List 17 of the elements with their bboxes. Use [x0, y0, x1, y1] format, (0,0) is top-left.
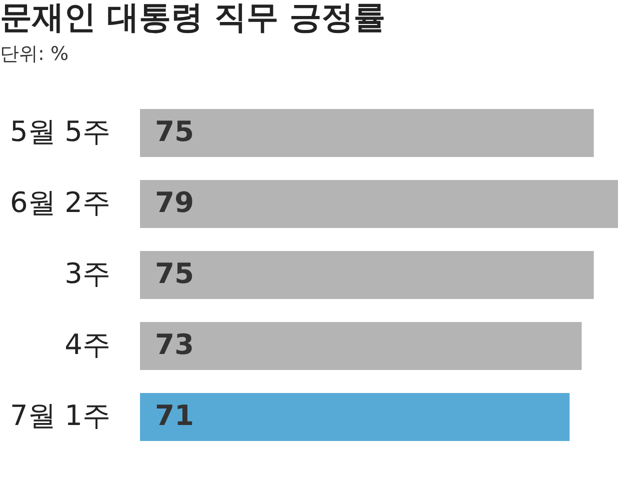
bar: [140, 180, 618, 228]
y-tick-label: 6월 2주: [10, 186, 110, 219]
data-label: 79: [155, 186, 194, 219]
bar: [140, 393, 570, 442]
bar: [140, 322, 582, 370]
y-tick-label: 4주: [64, 328, 110, 362]
bar: [140, 251, 594, 299]
data-label: 75: [155, 257, 194, 290]
data-label: 75: [155, 114, 194, 148]
data-label: 71: [155, 399, 194, 432]
y-tick-label: 5월 5주: [10, 114, 110, 148]
y-tick-label: 7월 1주: [10, 399, 110, 432]
y-tick-label: 3주: [64, 257, 110, 290]
bar: [140, 108, 594, 157]
data-label: 73: [155, 328, 194, 362]
chart-subtitle: 단위: %: [0, 43, 68, 65]
chart-title: 문재인 대통령 직무 긍정률: [0, 0, 386, 36]
